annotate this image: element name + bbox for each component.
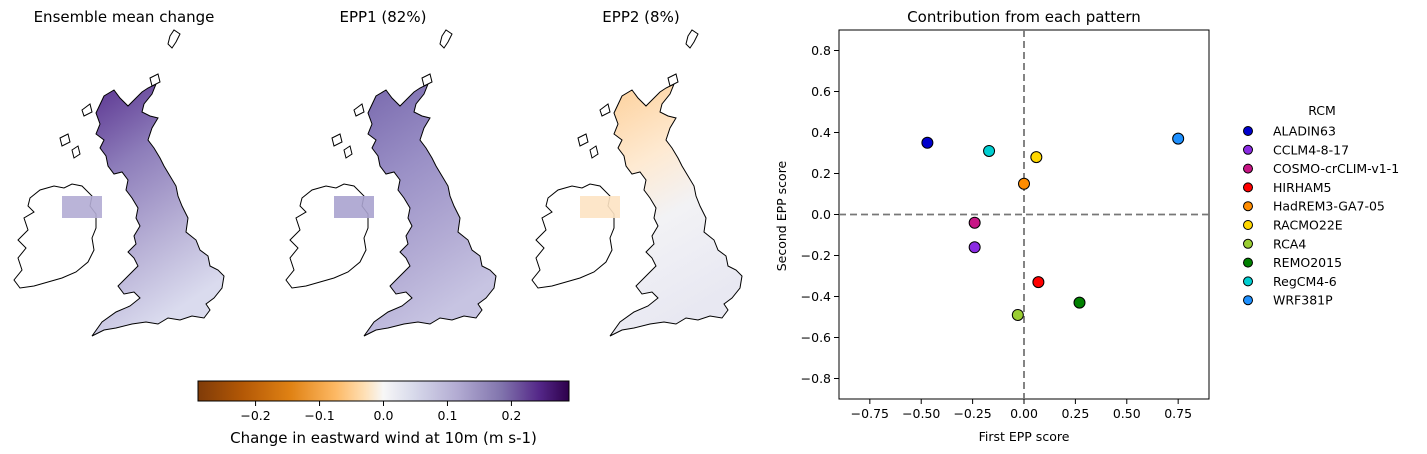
great-britain-outline — [609, 82, 743, 337]
northern-ireland-patch — [62, 196, 102, 218]
shetland-outline — [167, 29, 181, 49]
legend-marker — [1243, 144, 1253, 155]
y-axis-label: Second EPP score — [774, 160, 789, 271]
scatter-point-wrf381p — [1172, 132, 1185, 145]
colorbar-tick-label: 0.0 — [374, 408, 394, 423]
colorbar-label: Change in eastward wind at 10m (m s-1) — [230, 429, 537, 447]
map-panel-epp2: EPP2 (8%) — [531, 8, 743, 337]
colorbar: −0.2 −0.1 0.0 0.1 0.2 Change in eastward win… — [197, 380, 570, 447]
scatter-point-hadrem3-ga7-05 — [1018, 177, 1030, 190]
y-tick-label: 0.6 — [811, 84, 831, 99]
orkney-outline — [421, 73, 433, 87]
island-outline — [59, 133, 71, 147]
island-outline — [353, 103, 365, 117]
y-tick-label: 0.0 — [811, 207, 831, 222]
scatter-point-regcm4-6 — [983, 144, 996, 157]
island-outline — [589, 145, 599, 159]
legend-marker — [1243, 220, 1253, 230]
x-tick-label: −0.50 — [902, 406, 940, 421]
y-tick-label: −0.2 — [801, 248, 831, 263]
island-outline — [331, 133, 343, 147]
island-outline — [71, 145, 81, 159]
legend-marker — [1243, 201, 1253, 212]
x-tick-label: 0.00 — [1010, 406, 1038, 421]
legend-marker — [1243, 257, 1253, 268]
legend-label: RegCM4-6 — [1273, 274, 1337, 289]
x-tick-label: 0.25 — [1061, 406, 1089, 421]
scatter-point-aladin63 — [921, 136, 934, 149]
scatter-point-rca4 — [1011, 308, 1024, 321]
map-panel-ensemble_mean: Ensemble mean change — [13, 8, 225, 337]
x-axis-label: First EPP score — [979, 429, 1070, 444]
legend-label: COSMO-crCLIM-v1-1 — [1273, 161, 1399, 176]
orkney-outline — [667, 73, 679, 87]
great-britain-outline — [363, 82, 497, 337]
legend-label: CCLM4-8-17 — [1273, 142, 1349, 157]
colorbar-tick-label: −0.2 — [240, 408, 270, 423]
scatter-point-cclm4-8-17 — [968, 241, 981, 254]
legend-label: RCA4 — [1273, 236, 1306, 251]
island-outline — [577, 133, 589, 147]
x-tick-label: −0.75 — [851, 406, 889, 421]
y-tick-label: 0.8 — [811, 43, 831, 58]
scatter-point-racmo22e — [1030, 151, 1043, 164]
legend-label: RACMO22E — [1273, 218, 1343, 233]
scatter-chart: Contribution from each pattern −0.75 −0.5… — [774, 8, 1210, 444]
map-title: EPP2 (8%) — [602, 8, 679, 26]
legend-label: ALADIN63 — [1273, 124, 1336, 139]
legend-label: REMO2015 — [1273, 255, 1342, 270]
northern-ireland-patch — [334, 196, 374, 218]
y-tick-label: 0.4 — [811, 125, 831, 140]
colorbar-tick-label: −0.1 — [304, 408, 334, 423]
colorbar-tick-label: 0.1 — [438, 408, 458, 423]
map-panels: Ensemble mean change EPP1 (82%) EPP2 (8%) — [13, 8, 743, 337]
legend-label: HIRHAM5 — [1273, 180, 1331, 195]
chart-title: Contribution from each pattern — [907, 8, 1141, 26]
y-tick-label: 0.2 — [811, 166, 831, 181]
y-tick-label: −0.8 — [801, 371, 831, 386]
map-panel-epp1: EPP1 (82%) — [285, 8, 497, 337]
plot-area: −0.75 −0.50 −0.25 0.00 0.25 0.50 0.75 −0.8 −0.6 −… — [801, 29, 1210, 421]
x-tick-label: 0.75 — [1164, 406, 1192, 421]
orkney-outline — [149, 73, 161, 87]
island-outline — [81, 103, 93, 117]
island-outline — [343, 145, 353, 159]
colorbar-tick-label: 0.2 — [501, 408, 521, 423]
x-tick-label: −0.25 — [953, 406, 991, 421]
legend-marker — [1243, 126, 1253, 136]
legend-title: RCM — [1308, 103, 1336, 118]
scatter-point-hirham5 — [1032, 276, 1045, 289]
great-britain-outline — [91, 82, 225, 337]
y-tick-label: −0.4 — [801, 289, 831, 304]
legend-marker — [1243, 163, 1253, 174]
shetland-outline — [439, 29, 453, 49]
legend-label: WRF381P — [1273, 293, 1333, 308]
map-title: EPP1 (82%) — [340, 8, 427, 26]
x-tick-label: 0.50 — [1113, 406, 1141, 421]
scatter-point-cosmo-crclim-v1-1 — [968, 216, 981, 229]
legend-marker — [1243, 238, 1253, 249]
legend-items: ALADIN63 CCLM4-8-17 COSMO-crCLIM-v1-1 HIRHA… — [1243, 124, 1399, 308]
colorbar-ticks: −0.2 −0.1 0.0 0.1 0.2 — [240, 401, 521, 423]
legend-marker — [1243, 276, 1253, 287]
y-tick-label: −0.6 — [801, 330, 831, 345]
legend-marker — [1243, 182, 1253, 193]
legend: RCM ALADIN63 CCLM4-8-17 COSMO-crCLIM-v1-1 H… — [1243, 103, 1399, 308]
legend-marker — [1243, 295, 1253, 306]
scatter-point-remo2015 — [1073, 296, 1086, 309]
shetland-outline — [685, 29, 699, 49]
map-title: Ensemble mean change — [34, 8, 215, 26]
colorbar-gradient — [197, 380, 570, 402]
island-outline — [599, 103, 611, 117]
northern-ireland-patch — [580, 196, 620, 218]
legend-label: HadREM3-GA7-05 — [1273, 199, 1385, 214]
